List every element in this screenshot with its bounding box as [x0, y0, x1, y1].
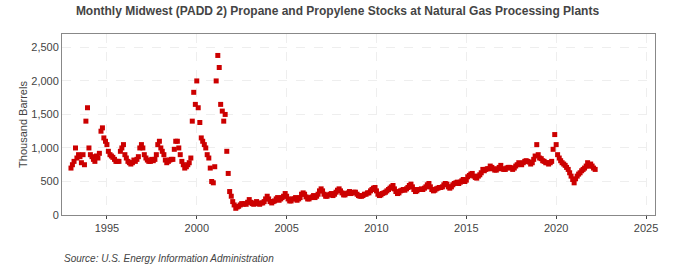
svg-text:0: 0	[53, 209, 59, 221]
svg-text:Source: U.S. Energy Informatio: Source: U.S. Energy Information Administ…	[64, 253, 274, 264]
svg-text:1,500: 1,500	[31, 108, 59, 120]
svg-text:2015: 2015	[454, 222, 478, 234]
svg-text:1,000: 1,000	[31, 142, 59, 154]
svg-text:2005: 2005	[274, 222, 298, 234]
svg-text:2025: 2025	[634, 222, 658, 234]
svg-text:2020: 2020	[544, 222, 568, 234]
svg-text:500: 500	[40, 175, 58, 187]
svg-text:2,000: 2,000	[31, 75, 59, 87]
svg-text:2000: 2000	[185, 222, 209, 234]
svg-text:Thousand Barrels: Thousand Barrels	[17, 81, 29, 168]
svg-text:Monthly Midwest (PADD 2) Propa: Monthly Midwest (PADD 2) Propane and Pro…	[76, 4, 600, 18]
svg-text:2010: 2010	[364, 222, 388, 234]
svg-text:1995: 1995	[95, 222, 119, 234]
svg-text:2,500: 2,500	[31, 41, 59, 53]
